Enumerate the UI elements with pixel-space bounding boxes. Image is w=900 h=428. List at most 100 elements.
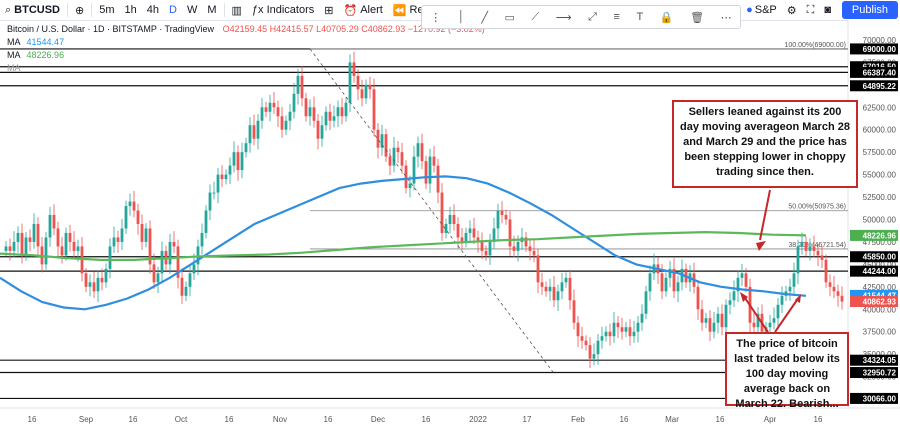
interval-M[interactable]: M [207, 4, 217, 16]
candle-body [496, 210, 500, 229]
candle-body [352, 62, 356, 76]
chart-type-button[interactable]: ▥ [227, 0, 247, 20]
price-tag-label: 45850.00 [863, 253, 897, 262]
candle-body [676, 282, 680, 292]
candle-body [332, 116, 336, 121]
draw-ray-icon[interactable]: ⟶ [555, 11, 572, 24]
draw-extended-icon[interactable]: ⤢ [588, 10, 597, 23]
candle-body [136, 210, 140, 224]
settings-button[interactable]: ⚙ [782, 0, 802, 20]
candle-body [500, 210, 504, 215]
interval-5m[interactable]: 5m [99, 4, 115, 16]
price-tag-label: 40862.93 [863, 298, 897, 307]
drag-handle-icon[interactable]: ⋮ [430, 11, 442, 24]
time-tick: 16 [225, 415, 234, 424]
candle-body [216, 174, 220, 193]
compare-symbol-button[interactable]: ⊕ [70, 0, 89, 20]
candle-body [712, 322, 716, 332]
candle-body [620, 327, 624, 332]
candle-body [416, 143, 420, 157]
candle-body [48, 215, 52, 238]
draw-fib-icon[interactable]: ≡ [613, 11, 620, 23]
candle-body [820, 255, 824, 260]
candle-body [276, 107, 280, 117]
layout-button[interactable]: ⊞ [319, 0, 338, 20]
candle-body [316, 120, 320, 139]
candle-body [420, 143, 424, 162]
arrow-bottom-left [744, 297, 769, 333]
candle-body [124, 206, 128, 229]
price-tag-bg [850, 265, 898, 277]
candle-body [428, 156, 432, 184]
trash-icon[interactable]: 🗑 [690, 11, 705, 24]
draw-path-icon[interactable]: ⟋ [531, 10, 540, 23]
candle-body [468, 228, 472, 233]
toolbar-divider [67, 3, 69, 17]
alarm-icon: ⏰ [343, 4, 358, 17]
time-tick: 16 [620, 415, 629, 424]
alert-button[interactable]: ⏰ Alert [338, 0, 387, 20]
candle-body [720, 313, 724, 328]
candle-body [508, 219, 512, 247]
fullscreen-button[interactable]: ⛶ [802, 0, 820, 20]
time-tick: Sep [79, 415, 94, 424]
candle-body [116, 237, 120, 242]
time-tick: Dec [371, 415, 385, 424]
candle-body [792, 273, 796, 287]
candle-body [440, 192, 444, 233]
fib-label-0: 100.00%(69000.00) [785, 42, 847, 49]
candle-body [728, 300, 732, 305]
interval-4h[interactable]: 4h [146, 4, 160, 16]
candle-body [152, 264, 156, 283]
candle-body [480, 241, 484, 251]
price-tick: 40000.00 [863, 305, 897, 314]
ma200-label: MA [7, 50, 21, 60]
time-tick: 17 [523, 415, 532, 424]
candle-body [796, 246, 800, 274]
candle-body [12, 241, 16, 251]
draw-rectangle-icon[interactable]: ▭ [504, 11, 515, 24]
fullscreen-icon: ⛶ [806, 3, 815, 16]
interval-1h[interactable]: 1h [124, 4, 137, 16]
candle-body [824, 259, 828, 283]
time-tick: Oct [175, 415, 188, 424]
lock-icon[interactable]: 🔒 [659, 11, 674, 24]
candle-body [96, 277, 100, 292]
candle-body [636, 322, 640, 332]
time-tick: 2022 [469, 415, 487, 424]
indicators-label: Indicators [266, 4, 315, 16]
candle-body [756, 313, 760, 328]
price-tag-bg [850, 289, 898, 301]
price-tag-bg [850, 392, 898, 404]
draw-text-icon[interactable]: T [636, 11, 644, 23]
candle-body [100, 277, 104, 283]
candle-body [812, 246, 816, 251]
candle-body [644, 291, 648, 314]
compare-button[interactable]: ● S&P [741, 0, 782, 20]
candle-body [580, 336, 584, 341]
interval-D[interactable]: D [169, 4, 177, 16]
draw-trendline-icon[interactable]: ╱ [481, 11, 488, 24]
price-tag-label: 44244.00 [863, 267, 897, 276]
candle-body [552, 286, 556, 301]
chart-legend: Bitcoin / U.S. Dollar · 1D · BITSTAMP · … [7, 24, 485, 34]
symbol-search[interactable]: ⌕ BTCUSD [0, 0, 65, 20]
candle-body [324, 111, 328, 126]
candle-body [8, 246, 12, 251]
price-tick: 45000.00 [863, 260, 897, 269]
draw-vertical-icon[interactable]: │ [457, 11, 465, 23]
interval-W[interactable]: W [186, 4, 198, 16]
publish-button[interactable]: Publish [841, 1, 898, 19]
candle-body [172, 241, 176, 247]
price-tag-bg [850, 251, 898, 263]
more-icon[interactable]: ⋯ [720, 11, 732, 24]
candle-body [504, 215, 508, 220]
indicators-button[interactable]: ƒx Indicators [247, 0, 319, 20]
snapshot-button[interactable]: ◙ [819, 0, 836, 20]
candle-body [780, 295, 784, 305]
candle-body [388, 156, 392, 166]
candle-body [660, 273, 664, 292]
annotation-bottom: The price of bitcoin last traded below i… [725, 332, 849, 410]
candle-body [292, 93, 296, 112]
